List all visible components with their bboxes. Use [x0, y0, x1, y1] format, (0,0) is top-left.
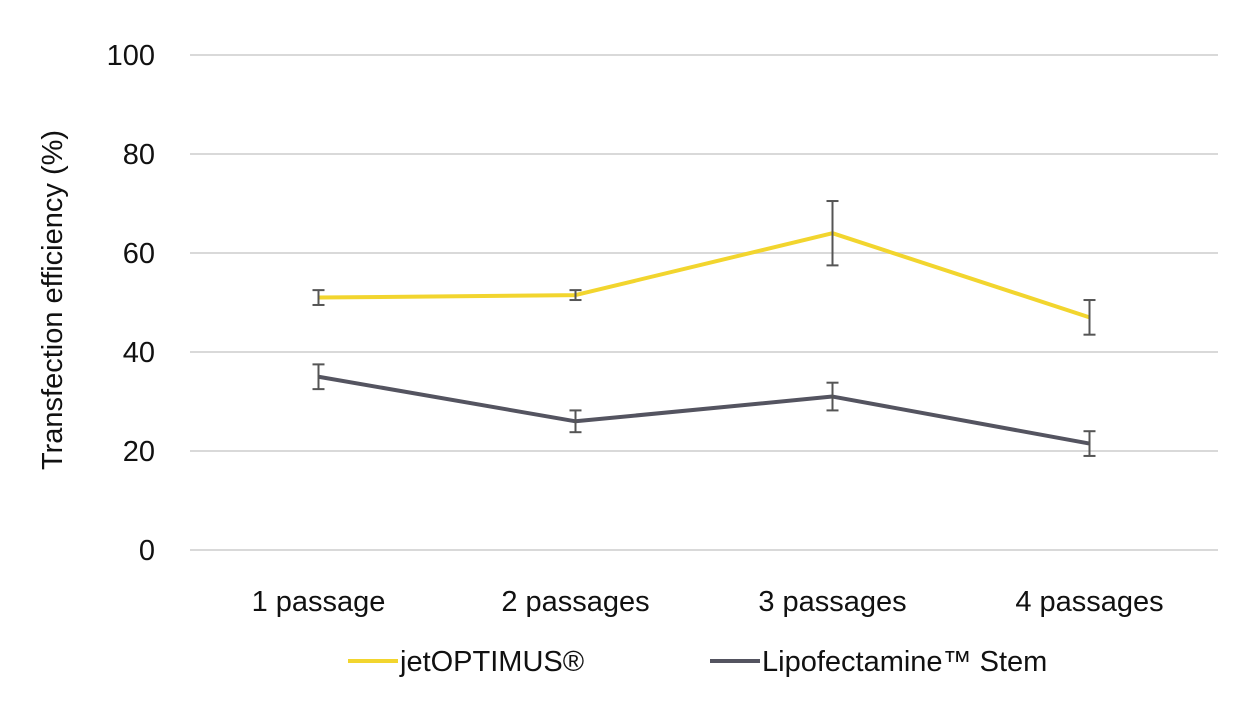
y-axis-ticks: 0 20 40 60 80 100 — [107, 40, 155, 567]
series-group — [312, 200, 1096, 457]
y-tick-label: 60 — [123, 238, 155, 270]
series-1 — [312, 200, 1096, 336]
y-tick-label: 40 — [123, 337, 155, 369]
legend-label: Lipofectamine™ Stem — [762, 646, 1047, 678]
x-tick-label: 3 passages — [758, 586, 906, 618]
series-line — [318, 231, 1091, 320]
x-axis-ticks: 1 passage 2 passages 3 passages 4 passages — [252, 586, 1164, 618]
x-tick-label: 2 passages — [501, 586, 649, 618]
y-tick-label: 100 — [107, 40, 155, 72]
y-tick-label: 80 — [123, 139, 155, 171]
series-2 — [312, 363, 1096, 457]
y-tick-label: 20 — [123, 436, 155, 468]
y-axis-title: Transfection efficiency (%) — [37, 130, 69, 470]
legend: jetOPTIMUS® Lipofectamine™ Stem — [348, 646, 1047, 678]
legend-item: Lipofectamine™ Stem — [710, 646, 1047, 678]
gridlines — [190, 54, 1218, 551]
x-tick-label: 4 passages — [1015, 586, 1163, 618]
series-line — [318, 374, 1090, 446]
legend-label: jetOPTIMUS® — [399, 646, 584, 678]
x-tick-label: 1 passage — [252, 586, 386, 618]
y-tick-label: 0 — [139, 535, 155, 567]
legend-item: jetOPTIMUS® — [348, 646, 584, 678]
